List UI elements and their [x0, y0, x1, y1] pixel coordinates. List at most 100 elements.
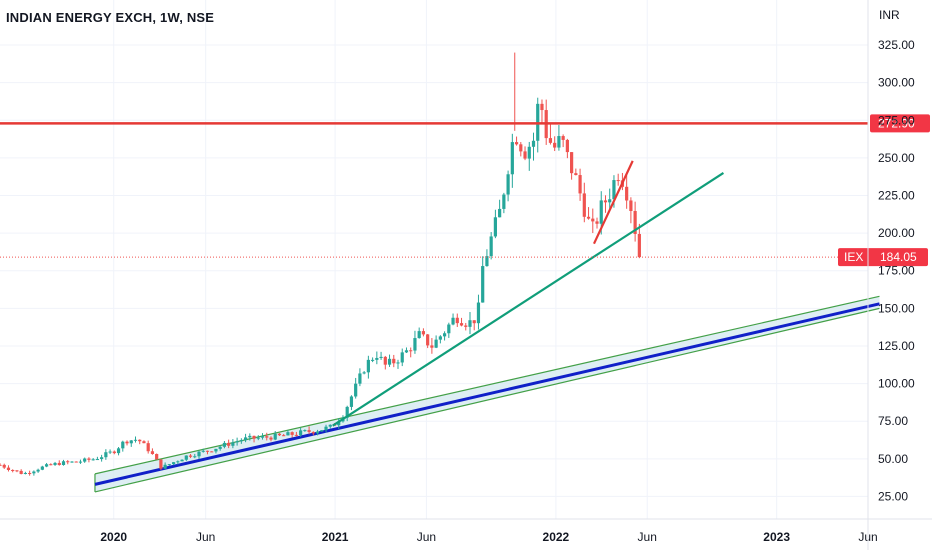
candle-body [633, 210, 637, 234]
candle-body [493, 217, 497, 237]
y-tick-label: 100.00 [878, 377, 915, 391]
candle-body [256, 437, 260, 439]
candle-body [447, 324, 451, 334]
candle-body [548, 138, 553, 143]
candle-body [299, 430, 303, 436]
candle-body [586, 216, 591, 219]
candle-body [608, 199, 612, 203]
candle-body [387, 358, 392, 365]
grid [0, 0, 869, 519]
candle-body [129, 440, 133, 444]
candle-body [595, 221, 599, 224]
candle-body [252, 435, 256, 439]
candle-body [184, 455, 188, 460]
candle-body [269, 437, 273, 440]
candle-body [311, 431, 315, 434]
candle-body [578, 175, 582, 194]
candle-body [87, 458, 91, 460]
candle-body [11, 470, 15, 472]
candle-body [78, 461, 83, 463]
candle-body [104, 452, 108, 458]
channel-lower-line [94, 307, 880, 493]
y-tick-label: 175.00 [878, 264, 915, 278]
candle-body [197, 451, 201, 457]
candle-body [2, 464, 6, 468]
candle-body [337, 421, 341, 426]
candle-body [172, 462, 176, 465]
y-tick-label: 50.00 [878, 452, 908, 466]
candle-body [328, 424, 332, 427]
x-tick-label: 2020 [100, 530, 127, 544]
candle-body [392, 358, 396, 364]
candle-body [307, 430, 311, 432]
y-tick-label: 150.00 [878, 301, 915, 315]
candle-body [472, 320, 476, 324]
candle-body [404, 350, 409, 353]
candle-body [523, 151, 527, 159]
candle-body [409, 350, 413, 352]
candle-body [282, 435, 286, 437]
candle-body [616, 180, 620, 182]
candle-body [294, 434, 298, 436]
candle-body [176, 461, 180, 463]
candle-body [53, 462, 57, 465]
candle-body [379, 356, 383, 358]
candle-body [100, 457, 104, 460]
candle-body [163, 464, 167, 469]
candle-body [557, 136, 561, 148]
candle-body [239, 440, 243, 442]
candle-body [502, 194, 506, 209]
y-tick-label: 75.00 [878, 414, 908, 428]
candle-body [400, 352, 404, 363]
y-tick-label: 25.00 [878, 489, 908, 503]
last-price-label-bg [838, 248, 928, 267]
last-price-symbol: IEX [844, 250, 863, 264]
candle-body [49, 464, 53, 466]
level-price-label-bg [870, 114, 930, 133]
candle-body [345, 406, 349, 418]
candle-body [15, 470, 19, 472]
candle-body [442, 333, 447, 337]
candle-body [19, 470, 23, 474]
candle-body [498, 208, 502, 218]
candle-body [133, 439, 138, 441]
candle-body [155, 454, 159, 460]
candle-body [180, 459, 184, 462]
candle-body [574, 173, 578, 176]
channel-upper-line [94, 295, 880, 475]
channel-center-line [94, 302, 880, 486]
candle-body [214, 448, 218, 452]
candle-body [57, 462, 61, 466]
candle-body [125, 441, 129, 444]
candle-body [193, 456, 197, 458]
candle-body [146, 443, 150, 452]
candle-body [514, 142, 519, 145]
candle-body [44, 464, 49, 467]
candle-body [235, 441, 239, 443]
candle-body [167, 464, 171, 466]
candle-body [413, 338, 417, 351]
candle-body [218, 446, 222, 449]
y-tick-label: 200.00 [878, 226, 915, 240]
candle-body [315, 431, 320, 434]
regression-channel [94, 295, 880, 493]
candle-body [36, 469, 40, 472]
y-tick-label: 300.00 [878, 76, 915, 90]
candle-body [248, 435, 252, 438]
y-tick-label: 225.00 [878, 189, 915, 203]
candle-body [201, 450, 205, 452]
chart-title: INDIAN ENERGY EXCH, 1W, NSE [6, 10, 215, 25]
candle-body [227, 442, 231, 446]
drawn-lines: 272.90 IEX 184.05 [0, 114, 930, 427]
candle-body [527, 146, 531, 159]
candle-body [531, 140, 536, 147]
candle-body [324, 426, 328, 431]
candle-body [0, 464, 2, 466]
x-tick-label: 2021 [322, 530, 349, 544]
candle-body [375, 357, 379, 360]
last-price-value: 184.05 [880, 250, 917, 264]
candle-body [426, 334, 430, 346]
candle-body [354, 383, 358, 397]
